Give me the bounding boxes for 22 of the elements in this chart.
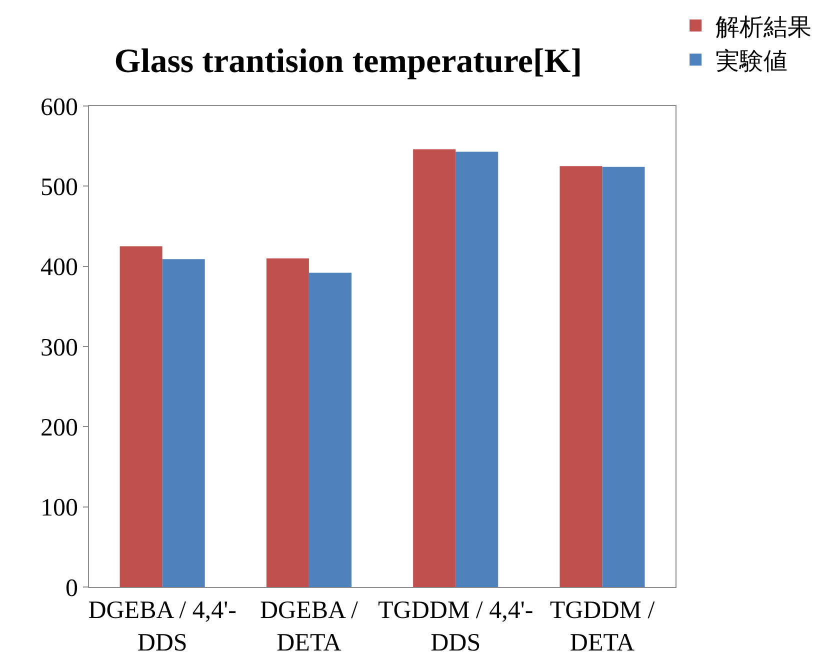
bar (162, 259, 205, 587)
y-tick-label: 300 (40, 334, 78, 362)
y-tick-label: 400 (40, 254, 78, 282)
x-tick-label: DGEBA / 4,4'-DDS (88, 597, 236, 656)
x-tick-label: TGDDM / DETA (550, 597, 655, 656)
y-tick-label: 100 (40, 494, 78, 522)
bar (266, 258, 309, 587)
bar (120, 246, 162, 587)
x-tick-label: DGEBA / DETA (260, 597, 358, 656)
bar (413, 149, 456, 587)
y-tick-label: 0 (66, 574, 78, 602)
y-tick-label: 200 (40, 414, 78, 442)
bar (456, 152, 498, 587)
y-tick-label: 600 (40, 94, 78, 121)
y-tick-label: 500 (40, 174, 78, 201)
bar (560, 166, 602, 587)
bar (308, 272, 352, 587)
bar (602, 166, 645, 587)
legend-label: 実験値 (716, 47, 788, 75)
x-tick-label: TGDDM / 4,4'-DDS (378, 597, 534, 656)
legend-label: 解析結果 (716, 12, 812, 41)
chart-title: Glass trantision temperature[K] (114, 43, 582, 80)
